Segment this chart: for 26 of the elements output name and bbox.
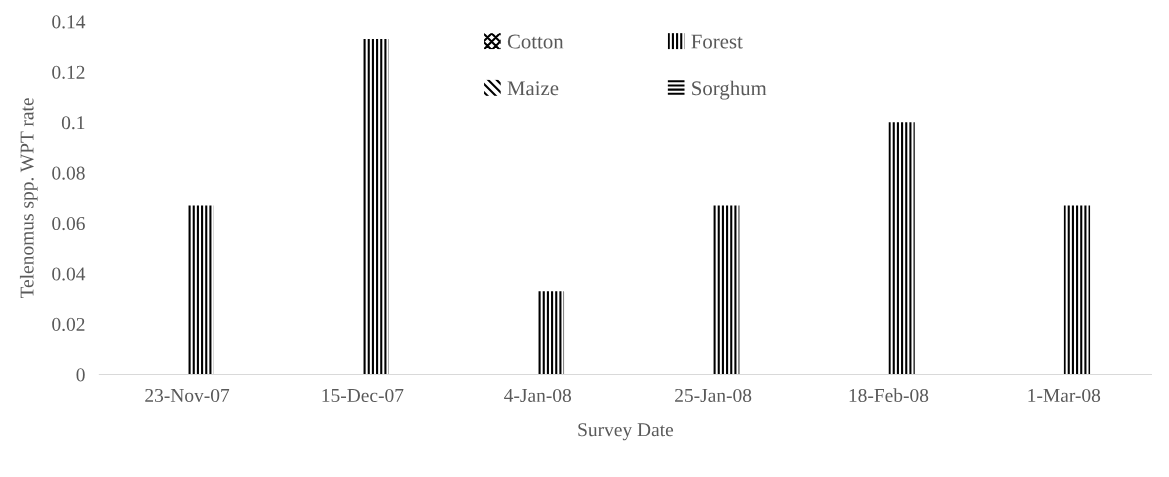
bar (362, 39, 389, 375)
y-tick-label: 0.06 (52, 216, 85, 231)
bar (1063, 205, 1091, 375)
x-tick-label: 18-Feb-08 (849, 388, 929, 403)
x-tick-label: 1-Mar-08 (1028, 388, 1101, 403)
bar (537, 291, 565, 375)
bar (187, 205, 214, 375)
y-tick-label: 0.14 (52, 15, 86, 29)
y-tick-label: 0.02 (52, 317, 85, 332)
x-axis-title: Survey Date (578, 423, 674, 441)
legend-label: Forest (691, 34, 743, 49)
y-tick-label: 0.1 (61, 116, 85, 130)
x-tick-label: 4-Jan-08 (504, 388, 572, 403)
legend-label: Sorghum (692, 80, 767, 100)
x-tick-label: 23-Nov-07 (145, 388, 230, 403)
legend-label: Cotton (507, 34, 564, 49)
y-tick-label: 0 (76, 368, 85, 382)
y-tick-label: 0.04 (52, 267, 86, 281)
legend-label: Maize (507, 81, 559, 96)
x-tick-label: 15-Dec-07 (322, 388, 404, 403)
y-tick-label: 0.12 (52, 65, 85, 79)
x-tick-label: 25-Jan-08 (675, 388, 752, 403)
bar (713, 205, 740, 375)
y-axis-title: Telenomus spp. WPT rate (19, 98, 38, 299)
bar (888, 122, 915, 375)
y-tick-label: 0.08 (52, 166, 85, 180)
